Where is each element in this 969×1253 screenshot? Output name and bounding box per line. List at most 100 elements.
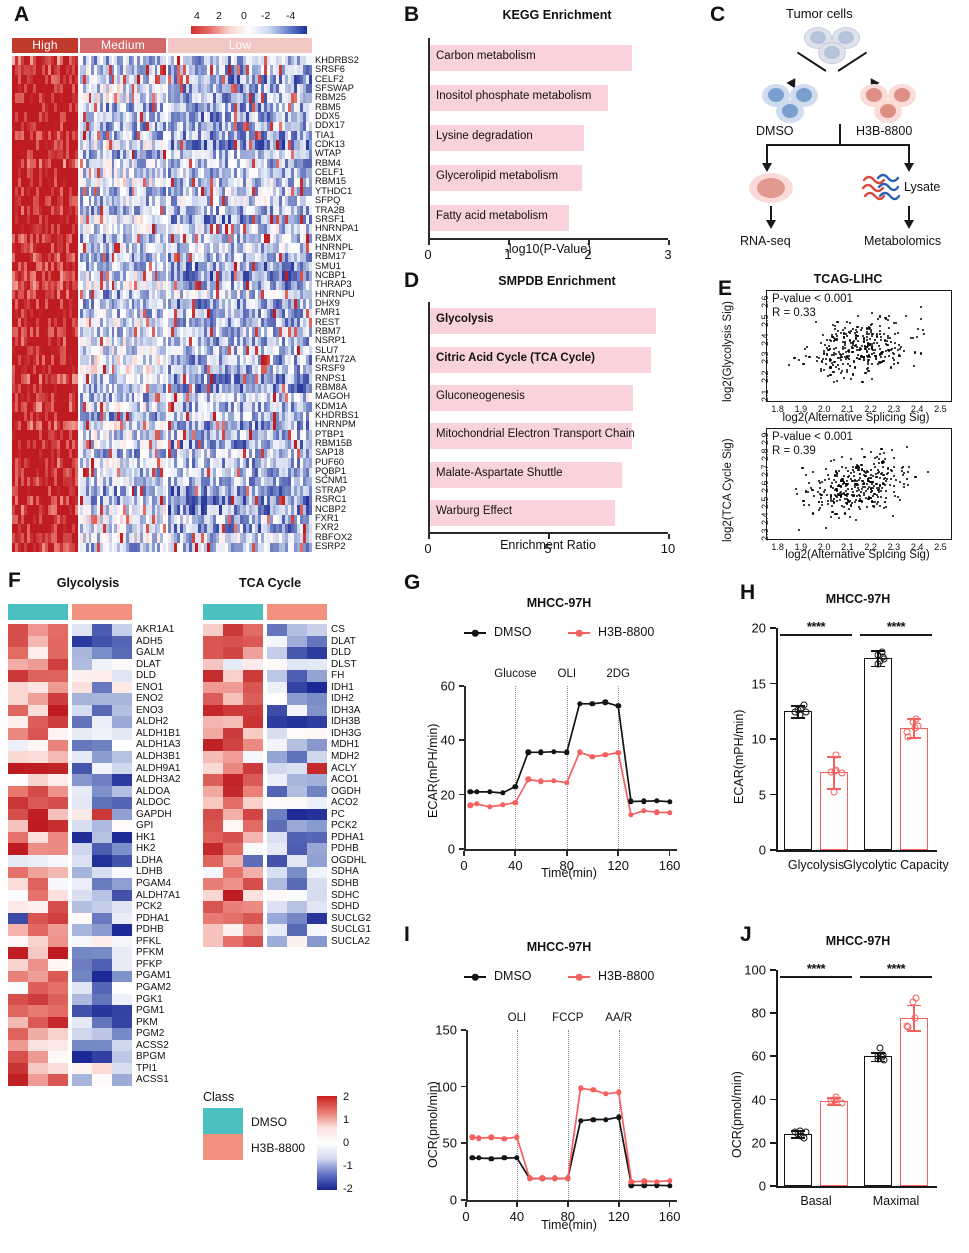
heatmap-cell bbox=[255, 56, 258, 66]
heatmap-cell bbox=[39, 374, 42, 384]
heatmap-cell bbox=[24, 346, 27, 356]
heatmap-cell bbox=[30, 187, 33, 197]
heatmap-cell bbox=[160, 289, 164, 300]
heatmap-cell bbox=[114, 439, 118, 450]
heatmap-cell bbox=[137, 215, 141, 225]
heatmap-cell bbox=[117, 215, 121, 225]
heatmap-cell bbox=[94, 308, 98, 319]
heatmap-cell bbox=[255, 205, 258, 216]
heatmap-cell bbox=[294, 411, 297, 421]
heatmap-cell bbox=[48, 477, 51, 487]
heatmap-cell bbox=[85, 261, 89, 272]
heatmap-cell bbox=[216, 327, 219, 337]
heatmap-cell bbox=[282, 420, 285, 431]
heatmap-cell bbox=[39, 355, 42, 365]
heatmap-cell bbox=[39, 140, 42, 150]
heatmap-cell bbox=[186, 467, 189, 478]
heatmap-cell bbox=[180, 486, 183, 496]
heatmap-cell bbox=[183, 458, 186, 468]
heatmap-cell bbox=[306, 149, 309, 159]
heatmap-cell bbox=[85, 402, 89, 412]
heatmap-cell bbox=[24, 411, 27, 421]
heatmap-cell bbox=[145, 477, 149, 487]
heatmap-cell bbox=[270, 102, 273, 113]
heatmap-cell bbox=[125, 514, 129, 524]
heatmap-cell bbox=[246, 280, 249, 290]
heatmap-cell bbox=[160, 467, 164, 478]
heatmap-cell bbox=[306, 93, 309, 103]
heatmap-cell bbox=[24, 224, 27, 234]
heatmap-cell bbox=[140, 261, 144, 272]
heatmap-cell bbox=[48, 439, 51, 450]
heatmap-cell bbox=[228, 280, 231, 290]
heatmap-cell bbox=[69, 289, 72, 300]
heatmap-cell bbox=[105, 168, 109, 178]
heatmap-cell bbox=[288, 196, 291, 206]
heatmap-cell bbox=[30, 392, 33, 403]
heatmap-cell bbox=[303, 477, 306, 487]
heatmap-cell bbox=[303, 467, 306, 478]
heatmap-cell bbox=[300, 420, 303, 431]
heatmap-cell bbox=[297, 205, 300, 216]
heatmap-cell bbox=[114, 336, 118, 347]
heatmap-cell bbox=[21, 542, 24, 552]
heatmap-cell bbox=[75, 533, 78, 543]
heatmap-cell bbox=[282, 74, 285, 85]
heatmap-cell bbox=[94, 364, 98, 375]
heatmap-cell bbox=[51, 233, 54, 244]
heatmap-cell bbox=[168, 289, 171, 300]
heatmap-cell bbox=[160, 261, 164, 272]
heatmap-cell bbox=[160, 215, 164, 225]
heatmap-cell bbox=[120, 477, 123, 487]
heatmap-cell bbox=[91, 439, 95, 450]
heatmap-cell bbox=[294, 477, 297, 487]
heatmap-cell bbox=[249, 411, 252, 421]
heatmap-cell bbox=[80, 112, 83, 122]
heatmap-cell bbox=[24, 102, 27, 113]
heatmap-cell bbox=[234, 271, 237, 281]
heatmap-cell bbox=[154, 158, 158, 169]
heatmap-cell bbox=[91, 74, 95, 85]
heatmap-cell bbox=[157, 130, 161, 141]
heatmap-cell bbox=[120, 130, 123, 141]
heatmap-cell bbox=[125, 177, 129, 188]
heatmap-cell bbox=[177, 168, 180, 178]
heatmap-cell bbox=[273, 308, 276, 319]
heatmap-cell bbox=[264, 420, 267, 431]
heatmap-cell bbox=[252, 187, 255, 197]
heatmap-cell bbox=[151, 205, 155, 216]
heatmap-cell bbox=[300, 74, 303, 85]
heatmap-cell bbox=[240, 271, 243, 281]
heatmap-cell bbox=[270, 215, 273, 225]
heatmap-cell bbox=[63, 374, 66, 384]
heatmap-cell bbox=[82, 523, 86, 534]
heatmap-cell bbox=[222, 392, 225, 403]
heatmap-cell bbox=[39, 420, 42, 431]
heatmap-cell bbox=[154, 205, 158, 216]
heatmap-cell bbox=[154, 65, 158, 75]
heatmap-cell bbox=[297, 477, 300, 487]
heatmap-cell bbox=[51, 411, 54, 421]
heatmap-cell bbox=[288, 280, 291, 290]
heatmap-cell bbox=[210, 243, 213, 253]
heatmap-cell bbox=[270, 430, 273, 440]
heatmap-cell bbox=[288, 93, 291, 103]
heatmap-cell bbox=[143, 308, 146, 319]
heatmap-cell bbox=[297, 411, 300, 421]
heatmap-cell bbox=[108, 355, 112, 365]
heatmap-cell bbox=[45, 233, 48, 244]
heatmap-cell bbox=[114, 177, 118, 188]
heatmap-cell bbox=[66, 505, 69, 515]
heatmap-cell bbox=[114, 261, 118, 272]
heatmap-cell bbox=[225, 383, 228, 393]
heatmap-cell bbox=[180, 458, 183, 468]
heatmap-cell bbox=[231, 327, 234, 337]
heatmap-cell bbox=[54, 93, 57, 103]
heatmap-cell bbox=[300, 402, 303, 412]
heatmap-cell bbox=[66, 308, 69, 319]
heatmap-cell bbox=[231, 486, 234, 496]
heatmap-cell bbox=[160, 346, 164, 356]
heatmap-cell bbox=[160, 364, 164, 375]
heatmap-cell bbox=[249, 364, 252, 375]
heatmap-cell bbox=[163, 168, 166, 178]
